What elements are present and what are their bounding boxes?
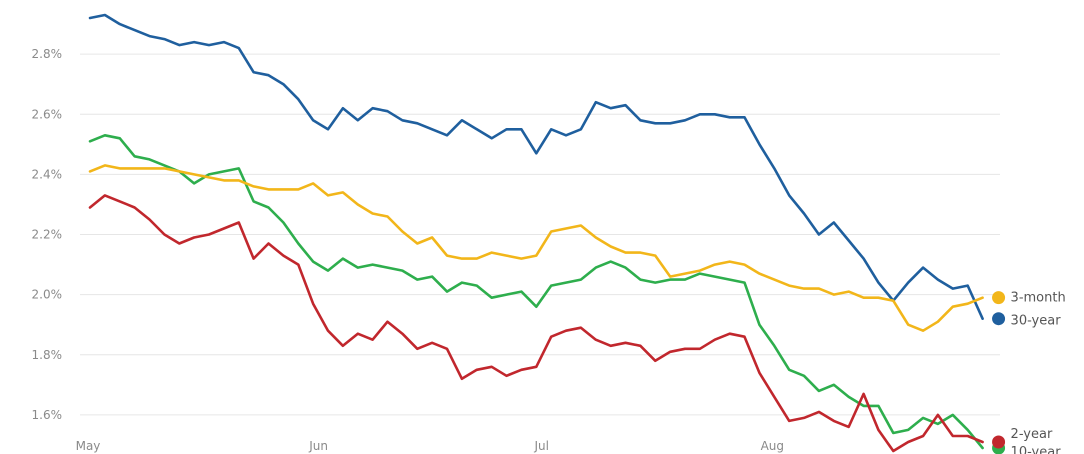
y-tick-label: 2.8% xyxy=(32,47,63,61)
series-end-markers xyxy=(992,291,1006,454)
series-end-marker-30-year xyxy=(992,312,1006,326)
series-line-30-year xyxy=(88,13,984,321)
y-tick-label: 2.0% xyxy=(32,288,63,302)
y-tick-label: 1.6% xyxy=(32,408,63,422)
x-tick-label: Jun xyxy=(308,439,328,453)
series-end-marker-2-year xyxy=(992,435,1006,449)
series-end-labels: 30-year 10-year 3-month 2-year xyxy=(1011,291,1066,454)
series-end-label-2-year: 2-year xyxy=(1011,427,1053,442)
y-tick-label: 2.2% xyxy=(32,228,63,242)
y-tick-label: 1.8% xyxy=(32,348,63,362)
x-tick-label: May xyxy=(76,439,101,453)
x-axis-ticks: May Jun Jul Aug xyxy=(76,439,784,453)
gridlines xyxy=(80,53,1000,416)
series-line-2-year xyxy=(88,194,984,453)
x-tick-label: Jul xyxy=(533,439,548,453)
series-lines xyxy=(88,13,984,453)
series-end-label-30-year: 30-year xyxy=(1011,314,1062,329)
y-axis-ticks: 1.6% 1.8% 2.0% 2.2% 2.4% 2.6% 2.8% xyxy=(32,47,63,422)
y-tick-label: 2.4% xyxy=(32,167,63,181)
series-line-3-month xyxy=(88,164,984,333)
series-end-marker-3-month xyxy=(992,291,1006,305)
series-end-label-3-month: 3-month xyxy=(1011,291,1066,306)
series-end-label-10-year: 10-year xyxy=(1011,445,1062,454)
y-tick-label: 2.6% xyxy=(32,107,63,121)
x-tick-label: Aug xyxy=(761,439,784,453)
series-line-10-year xyxy=(88,134,984,450)
